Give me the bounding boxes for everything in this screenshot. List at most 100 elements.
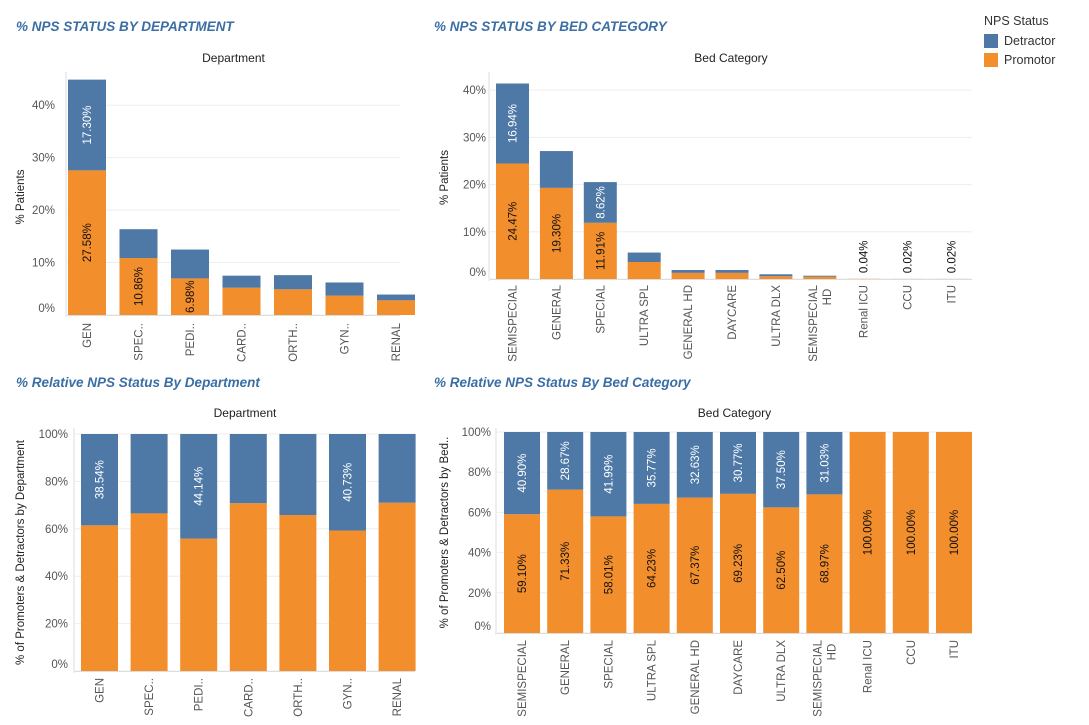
chart4-x-axis-title: Bed Category bbox=[698, 406, 771, 420]
chart3-x-tick-label: GYN.. bbox=[343, 678, 355, 709]
chart4-bar-promotor bbox=[633, 503, 670, 633]
chart1-bar-promotor bbox=[171, 278, 209, 315]
chart1-y-tick-label: 40% bbox=[32, 100, 55, 112]
chart2-bar-detractor bbox=[803, 275, 837, 277]
chart1-bar-promotor bbox=[377, 300, 415, 315]
chart4-bar-detractor bbox=[590, 432, 627, 517]
chart3-x-tick-label: PEDI.. bbox=[194, 678, 206, 711]
chart3-bar-detractor bbox=[81, 434, 118, 526]
chart1-x-tick-label: GYN.. bbox=[340, 323, 352, 354]
chart3-bar-promotor bbox=[279, 515, 317, 671]
chart4-data-label-promotor: 100.00% bbox=[863, 510, 875, 555]
chart4-bar-promotor bbox=[806, 494, 843, 633]
chart1-x-tick-label: CARD.. bbox=[237, 323, 249, 362]
chart3-y-tick-label: 60% bbox=[45, 524, 68, 536]
chart3-bar-promotor bbox=[329, 530, 366, 671]
chart1-bar-promotor bbox=[274, 289, 312, 315]
chart4-x-tick-label: ULTRA SPL bbox=[647, 639, 659, 701]
chart1-x-tick-label: ORTH.. bbox=[288, 323, 300, 362]
chart3-bar-detractor bbox=[378, 434, 416, 503]
chart1-bar-promotor bbox=[68, 170, 106, 315]
chart2-bar-promotor bbox=[715, 272, 749, 279]
chart3-y-tick-label: 40% bbox=[45, 571, 68, 583]
chart3-bar-detractor bbox=[180, 434, 218, 539]
chart1-bar-detractor bbox=[222, 275, 261, 288]
chart4-bar-detractor bbox=[504, 432, 540, 515]
chart3-x-tick-label: RENAL bbox=[392, 677, 404, 716]
chart3-y-tick-label: 0% bbox=[51, 659, 68, 671]
chart4-x-tick-label: GENERAL bbox=[560, 639, 572, 695]
chart1-bar-detractor bbox=[377, 294, 415, 301]
legend-item-promotor[interactable]: Promotor bbox=[984, 53, 1055, 67]
chart1-data-label-promotor: 6.98% bbox=[185, 280, 197, 313]
chart4-data-label-detractor: 41.99% bbox=[603, 455, 615, 494]
chart2-data-label-promotor: 11.91% bbox=[595, 232, 607, 270]
chart3-y-axis-title: % of Promoters & Detractors by Departmen… bbox=[15, 439, 27, 665]
chart4-y-tick-label: 60% bbox=[468, 507, 491, 519]
chart4-bar-promotor bbox=[676, 497, 713, 633]
chart3-y-tick-label: 20% bbox=[45, 619, 68, 631]
legend-swatch-promotor bbox=[984, 53, 998, 67]
chart1-data-label-promotor: 10.86% bbox=[134, 267, 146, 306]
chart4-x-tick-label: Renal ICU bbox=[863, 640, 875, 693]
chart2-x-tick-label: SPECIAL bbox=[595, 284, 607, 333]
chart2-data-label-detractor: 8.62% bbox=[595, 186, 607, 219]
panel-title-nps-by-department: % NPS STATUS BY DEPARTMENT bbox=[16, 19, 234, 34]
chart4-bar-detractor bbox=[763, 432, 800, 508]
chart4-y-tick-label: 100% bbox=[462, 427, 491, 439]
chart4-bar-promotor bbox=[547, 489, 584, 633]
chart3-x-tick-label: GEN bbox=[95, 678, 107, 703]
chart2-data-label-detractor: 16.94% bbox=[508, 104, 520, 143]
chart2-bar-promotor bbox=[627, 262, 661, 279]
chart2-x-tick-label: ULTRA DLX bbox=[771, 285, 783, 347]
chart3-x-axis-title: Department bbox=[214, 406, 277, 420]
legend-item-detractor[interactable]: Detractor bbox=[984, 34, 1055, 48]
chart2-y-tick-label: 40% bbox=[463, 85, 486, 97]
chart2-x-tick-label: GENERAL bbox=[551, 284, 563, 340]
chart2-bar-detractor bbox=[759, 274, 793, 277]
chart3-bar-promotor bbox=[229, 503, 267, 671]
chart2-data-label-promotor: 19.30% bbox=[551, 214, 563, 253]
chart2-data-label-promotor: 0.02% bbox=[947, 241, 959, 274]
chart2-bar-promotor bbox=[496, 163, 529, 279]
chart4-data-label-promotor: 59.10% bbox=[517, 554, 529, 593]
chart4-y-tick-label: 40% bbox=[468, 548, 491, 560]
chart1-bar-promotor bbox=[119, 258, 158, 315]
chart2-bar-promotor bbox=[803, 276, 837, 279]
chart2-x-tick-label: Renal ICU bbox=[859, 285, 871, 338]
panel-title-relative-nps-by-bed-category: % Relative NPS Status By Bed Category bbox=[434, 375, 691, 390]
chart1-y-axis-title: % Patients bbox=[15, 169, 27, 224]
chart1-bar-detractor bbox=[325, 282, 364, 296]
chart4-data-label-detractor: 31.03% bbox=[819, 444, 831, 483]
chart2-bar-detractor bbox=[671, 270, 705, 273]
chart1-bar-promotor bbox=[325, 295, 364, 315]
chart3-x-tick-label: CARD.. bbox=[243, 678, 255, 717]
chart2-x-tick-label: DAYCARE bbox=[727, 285, 739, 340]
chart4-bar-detractor bbox=[720, 432, 756, 494]
chart3-bar-promotor bbox=[378, 502, 416, 671]
chart4-x-tick-label: SPECIAL bbox=[603, 639, 615, 688]
chart4-data-label-promotor: 62.50% bbox=[776, 551, 788, 590]
chart2-bar-promotor bbox=[759, 276, 793, 279]
chart4-data-label-detractor: 35.77% bbox=[647, 448, 659, 487]
chart4-x-tick-label: ITU bbox=[949, 640, 961, 659]
chart2-y-tick-label: 10% bbox=[463, 227, 486, 239]
chart4-data-label-detractor: 37.50% bbox=[776, 450, 788, 489]
chart4-y-tick-label: 20% bbox=[468, 588, 491, 600]
chart1-bar-detractor bbox=[171, 249, 209, 279]
chart3-x-tick-label: SPEC.. bbox=[144, 678, 156, 716]
chart4-y-axis-title: % of Promoters & Detractors by Bed.. bbox=[439, 437, 451, 629]
chart1-y-tick-label: 30% bbox=[32, 153, 55, 165]
chart2-x-tick-label: SEMISPECIAL bbox=[508, 284, 520, 361]
legend-label-detractor: Detractor bbox=[1004, 34, 1056, 48]
chart2-y-tick-label: 20% bbox=[463, 180, 486, 192]
chart2-data-label-promotor: 24.47% bbox=[508, 202, 520, 241]
chart3-data-label-detractor: 40.73% bbox=[343, 463, 355, 502]
chart3-data-label-detractor: 38.54% bbox=[95, 460, 107, 499]
chart4-bar-detractor bbox=[806, 432, 843, 495]
chart1-y-tick-label: 0% bbox=[38, 303, 55, 315]
legend-label-promotor: Promotor bbox=[1004, 53, 1056, 67]
chart3-bar-promotor bbox=[180, 538, 218, 671]
chart4-bar-promotor bbox=[936, 432, 972, 633]
